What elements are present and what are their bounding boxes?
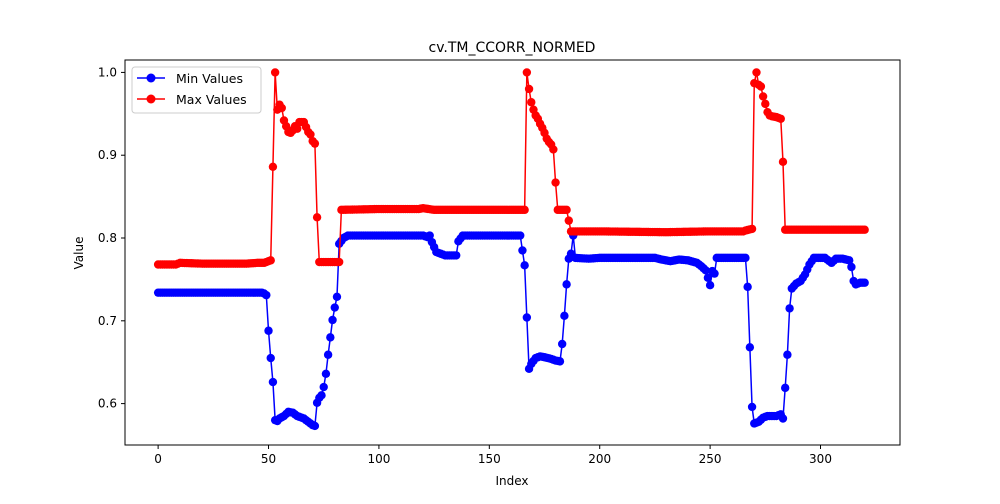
data-point (747, 402, 757, 412)
data-point (747, 224, 757, 234)
data-point (520, 261, 529, 270)
data-point (778, 414, 788, 423)
data-point (277, 103, 286, 113)
data-point (741, 253, 750, 263)
data-point (264, 326, 273, 335)
data-point (319, 382, 328, 392)
data-point (557, 339, 567, 349)
legend-label-min: Min Values (176, 71, 243, 86)
data-point (776, 114, 785, 123)
y-tick-label: 0.7 (98, 314, 117, 328)
data-point (306, 130, 315, 139)
x-tick-label: 250 (699, 452, 722, 466)
data-point (756, 82, 766, 91)
data-point (266, 353, 275, 363)
x-tick-label: 300 (809, 452, 832, 466)
y-axis-label: Value (72, 237, 86, 270)
data-point (522, 68, 532, 77)
data-point (783, 350, 792, 359)
y-tick-label: 0.8 (98, 231, 117, 245)
y-tick-label: 0.6 (98, 397, 117, 411)
y-axis-ticks: 0.6 0.7 0.8 0.9 1.0 (98, 65, 125, 411)
data-point (520, 205, 529, 215)
data-point (268, 162, 278, 172)
data-point (705, 281, 715, 290)
data-point (847, 262, 856, 272)
data-point (317, 391, 326, 400)
data-point (312, 213, 322, 222)
series-layer (153, 68, 869, 431)
data-point (330, 303, 339, 312)
x-tick-label: 150 (478, 452, 501, 466)
data-point (703, 273, 713, 282)
x-axis-label: Index (495, 474, 528, 488)
chart-title: cv.TM_CCORR_NORMED (429, 40, 596, 56)
data-point (268, 377, 278, 387)
data-point (560, 311, 569, 321)
legend: Min Values Max Values (131, 66, 262, 114)
data-point (564, 216, 573, 225)
x-tick-label: 200 (588, 452, 611, 466)
data-point (310, 421, 320, 431)
series-max-values (153, 68, 869, 269)
data-point (745, 343, 755, 352)
data-point (266, 256, 275, 265)
data-point (293, 124, 302, 133)
data-point (555, 357, 565, 366)
data-point (761, 99, 770, 109)
data-point (321, 369, 331, 378)
data-point (778, 157, 788, 167)
data-point (780, 383, 790, 393)
data-point (752, 68, 761, 77)
x-tick-label: 0 (154, 452, 162, 466)
data-point (549, 145, 558, 154)
y-tick-label: 1.0 (98, 65, 117, 79)
data-point (562, 280, 571, 289)
data-point (310, 139, 320, 148)
data-point (262, 290, 271, 300)
x-tick-label: 50 (261, 452, 276, 466)
data-point (524, 84, 534, 94)
x-tick-label: 100 (367, 452, 390, 466)
legend-label-max: Max Values (176, 92, 247, 107)
data-point (527, 98, 536, 107)
x-axis-ticks: 0 50 100 150 200 250 300 (154, 445, 832, 466)
data-point (860, 278, 869, 287)
data-point (701, 266, 710, 275)
data-point (551, 178, 560, 187)
data-point (270, 68, 280, 77)
y-tick-label: 0.9 (98, 148, 117, 162)
data-point (332, 292, 342, 301)
legend-marker-min (146, 73, 156, 83)
data-point (323, 350, 333, 359)
plot-area (124, 59, 901, 446)
data-point (452, 251, 461, 260)
data-point (743, 282, 752, 292)
data-point (334, 257, 344, 267)
data-point (516, 231, 525, 240)
data-point (562, 205, 571, 215)
series-min-values (153, 231, 869, 431)
data-point (860, 225, 869, 234)
data-point (785, 304, 794, 313)
data-point (326, 333, 335, 342)
legend-marker-max (146, 94, 156, 104)
data-point (758, 92, 768, 101)
data-point (328, 315, 337, 325)
data-point (518, 246, 527, 255)
data-point (710, 269, 719, 278)
data-point (425, 231, 434, 240)
data-point (522, 313, 532, 322)
data-point (845, 256, 854, 265)
